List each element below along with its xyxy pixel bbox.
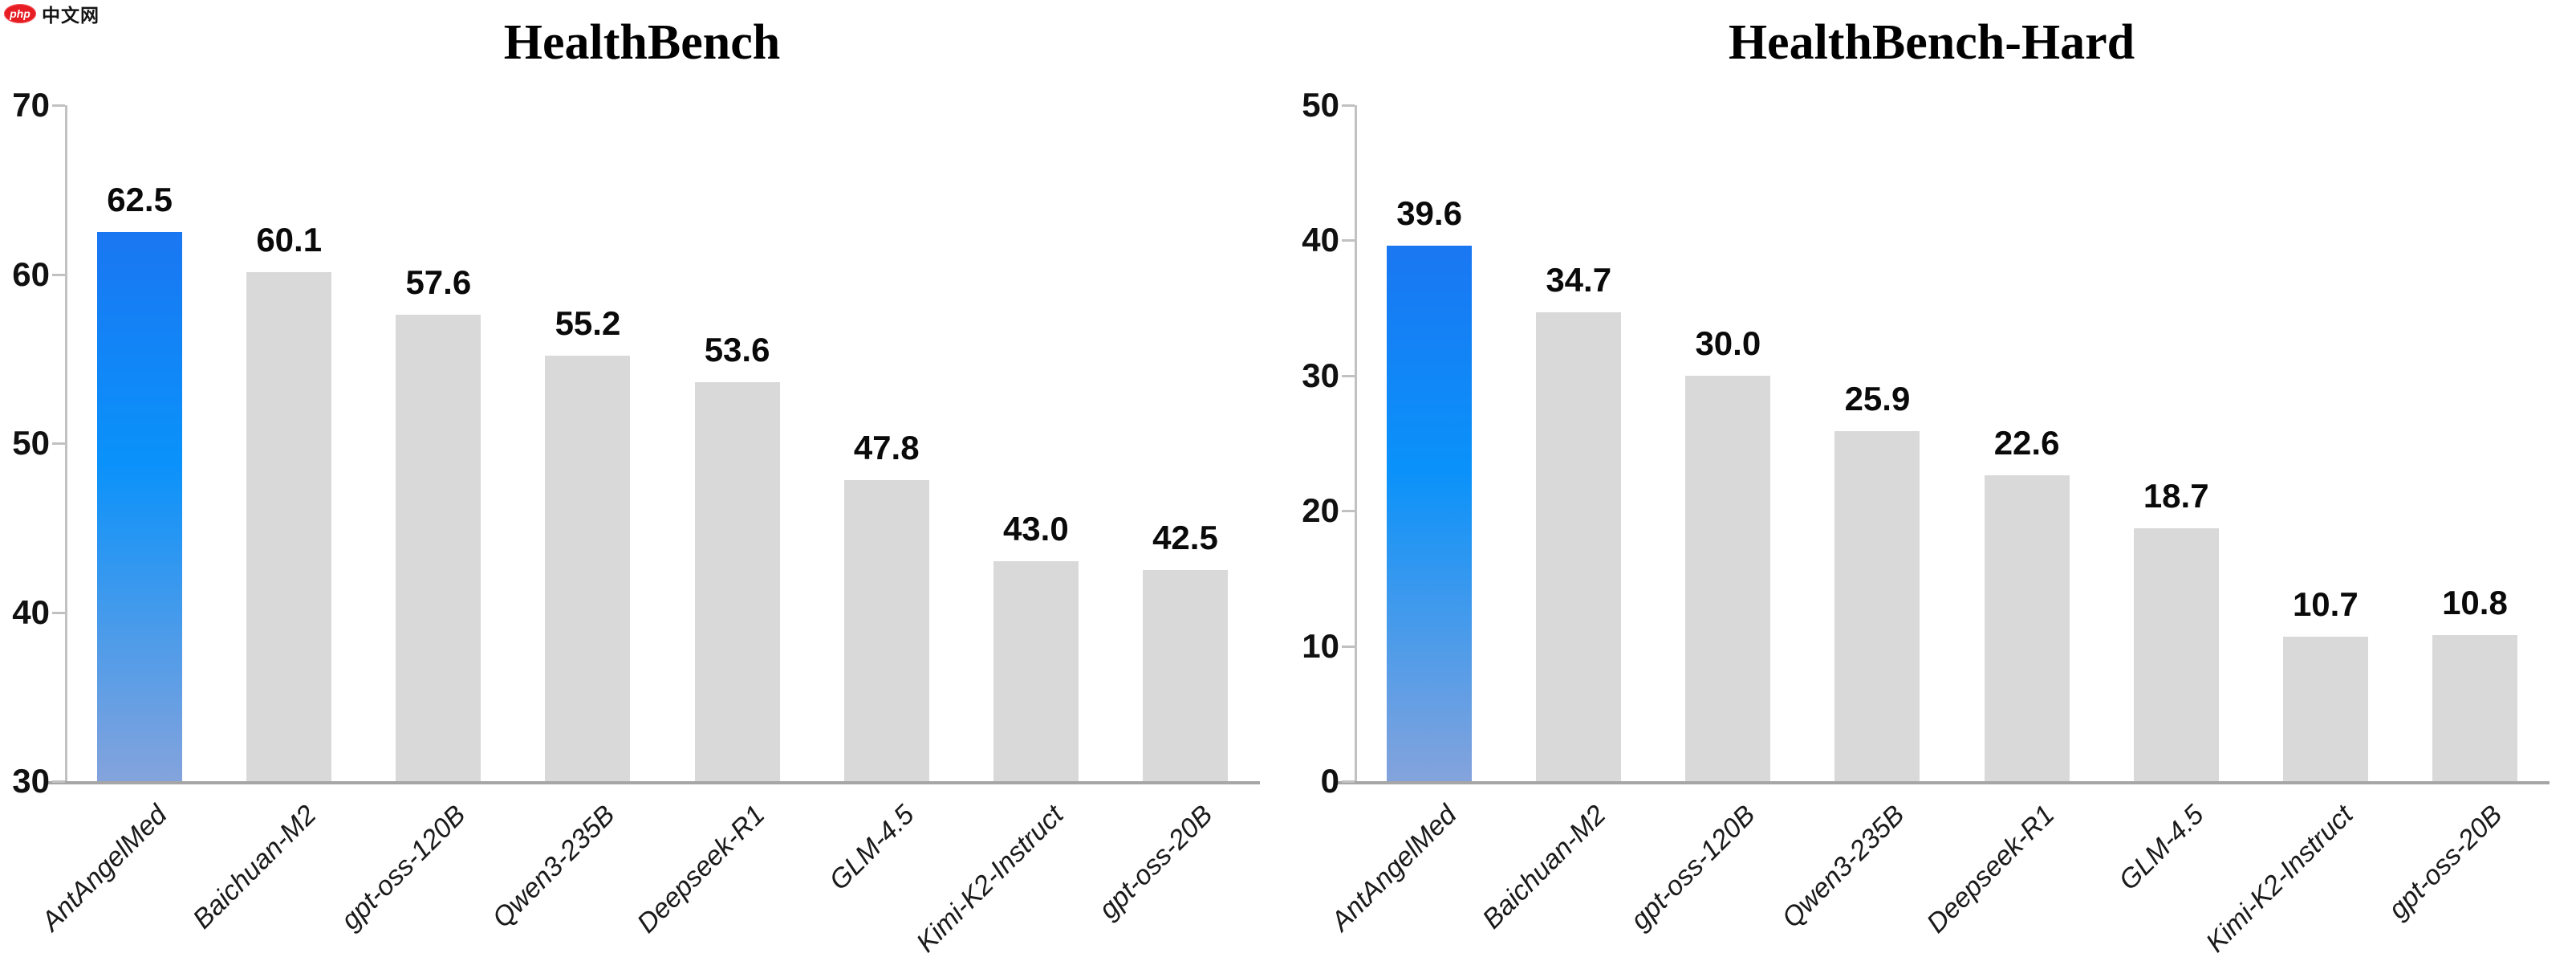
y-tick-mark: [52, 442, 65, 445]
bar-value-label: 30.0: [1695, 324, 1761, 362]
y-tick-label: 10: [1302, 626, 1339, 665]
bar-value-label: 42.5: [1152, 518, 1218, 556]
php-cn-watermark: php 中文网: [4, 2, 100, 26]
y-tick-label: 40: [12, 593, 50, 631]
bar-value-label: 47.8: [853, 429, 920, 467]
y-tick-mark: [52, 104, 65, 107]
y-tick-mark: [1342, 780, 1355, 783]
y-tick-label: 30: [12, 762, 50, 800]
chart-title: HealthBench-Hard: [1728, 15, 2135, 70]
bar-value-label: 18.7: [2143, 477, 2209, 515]
bar-value-label: 53.6: [704, 331, 770, 369]
y-tick-label: 50: [1302, 86, 1339, 124]
bar: [694, 382, 780, 781]
bar: [1984, 475, 2070, 781]
bar-value-label: 39.6: [1396, 194, 1462, 233]
y-tick-mark: [1342, 374, 1355, 377]
bar-value-label: 10.8: [2442, 584, 2508, 622]
php-logo-text: php: [10, 7, 30, 20]
y-tick-label: 0: [1320, 762, 1339, 800]
chart-title: HealthBench: [503, 15, 781, 70]
x-axis-baseline: [1334, 781, 2550, 784]
bar-value-label: 22.6: [1993, 424, 2060, 462]
y-tick-label: 70: [12, 86, 50, 124]
bar: [2133, 528, 2219, 781]
y-tick-mark: [52, 780, 65, 783]
bar-value-label: 34.7: [1546, 260, 1612, 299]
bar-value-label: 10.7: [2292, 584, 2359, 623]
y-tick-label: 30: [1302, 356, 1339, 394]
bar: [396, 315, 481, 781]
bar: [2282, 636, 2368, 781]
bar-value-label: 62.5: [107, 180, 173, 218]
y-axis-line: [65, 105, 67, 781]
bar-value-label: 57.6: [405, 263, 472, 302]
y-tick-mark: [52, 273, 65, 276]
chart-healthbench: HealthBench 70 60 50 40 30 62.5 AntAngelMed 60.…: [0, 0, 1284, 953]
bar-value-label: 55.2: [555, 303, 621, 342]
y-tick-mark: [1342, 239, 1355, 242]
bar: [993, 561, 1079, 781]
y-tick-mark: [1342, 510, 1355, 513]
bar-value-label: 60.1: [256, 221, 323, 259]
bar: [843, 480, 929, 781]
php-logo-icon: php: [4, 4, 36, 23]
bar: [246, 272, 332, 781]
bar: [1142, 569, 1228, 781]
bar: [2432, 635, 2517, 781]
bar-value-label: 25.9: [1844, 379, 1911, 417]
y-tick-mark: [1342, 104, 1355, 107]
bar: [1536, 312, 1622, 781]
y-tick-label: 20: [1302, 491, 1339, 530]
chart-healthbench-hard: HealthBench-Hard 50 40 30 20 10 0 39.6 AntAngel…: [1290, 0, 2574, 953]
bar: [545, 355, 631, 781]
bar-value-label: 43.0: [1002, 510, 1069, 548]
x-tick-label: AntAngelMed: [35, 799, 173, 937]
bar-highlighted: [1387, 246, 1473, 781]
x-axis-baseline: [44, 781, 1260, 784]
y-tick-label: 40: [1302, 221, 1339, 259]
bar-highlighted: [97, 231, 183, 781]
watermark-site-text: 中文网: [42, 5, 100, 26]
bar: [1834, 430, 1920, 781]
y-axis-line: [1355, 105, 1357, 781]
y-tick-label: 50: [12, 424, 50, 462]
y-tick-label: 60: [12, 255, 50, 293]
bar: [1685, 375, 1771, 781]
y-tick-mark: [52, 611, 65, 614]
y-tick-mark: [1342, 645, 1355, 648]
